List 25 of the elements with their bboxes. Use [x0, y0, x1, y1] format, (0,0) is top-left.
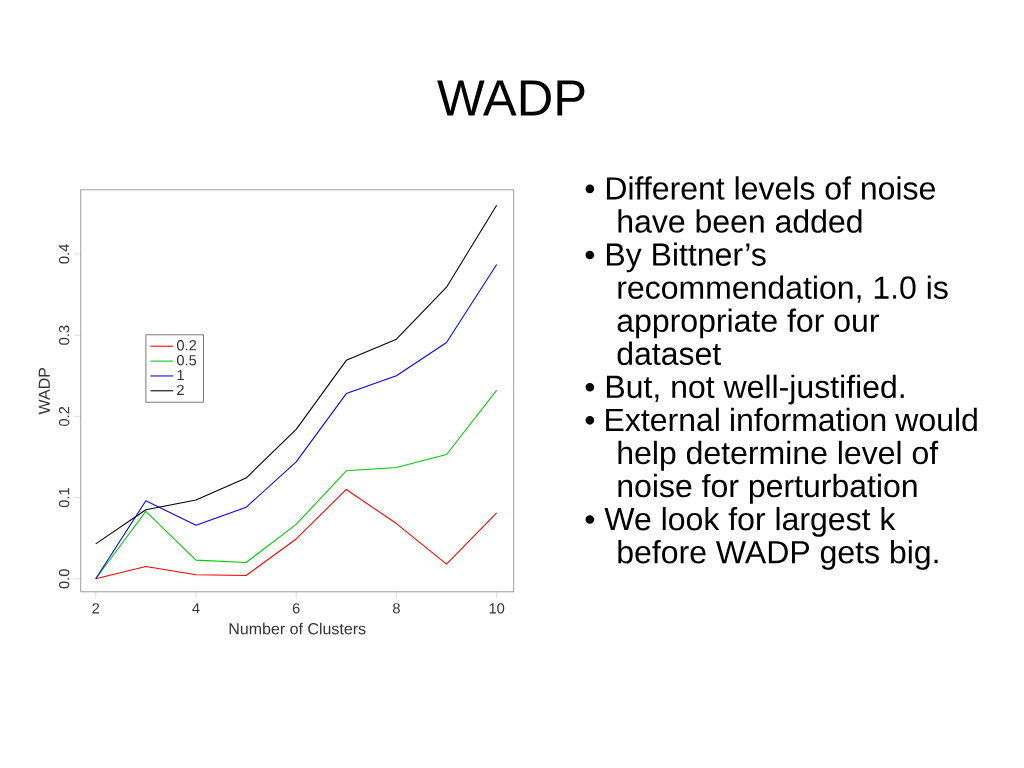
- line-series: [95, 488, 498, 580]
- x-tick-label: 2: [92, 603, 100, 614]
- x-tick-label: 8: [392, 603, 400, 614]
- y-tick-label: 0.1: [58, 488, 70, 508]
- y-tick-label: 0.0: [58, 569, 70, 589]
- legend-label: 1: [177, 369, 184, 380]
- legend-label: 2: [177, 384, 184, 395]
- text: • Different levels of noise have been added: [585, 176, 935, 233]
- x-tick-label: 4: [192, 603, 200, 614]
- text: • External information would help determine level of noise for perturbation: [585, 407, 977, 504]
- chart-title: WADP: [437, 80, 585, 116]
- y-tick-label: 0.2: [58, 406, 70, 426]
- y-tick-label: 0.4: [58, 244, 70, 264]
- text: • We look for largest k before WADP gets big.: [585, 506, 938, 570]
- x-tick-label: 6: [292, 603, 300, 614]
- x-tick-label: 10: [489, 603, 505, 614]
- y-tick-label: 0.3: [58, 325, 70, 345]
- text: • But, not well-justified.: [585, 374, 904, 405]
- line-series: [95, 204, 498, 545]
- line-series: [95, 263, 498, 580]
- x-axis-title: Number of Clusters: [229, 622, 366, 635]
- legend-label: 0.5: [176, 355, 197, 366]
- text: • By Bittner’s recommendation, 1.0 is appropriate for our dataset: [585, 242, 948, 366]
- legend-label: 0.2: [176, 340, 197, 351]
- y-axis-title: WADP: [38, 367, 50, 415]
